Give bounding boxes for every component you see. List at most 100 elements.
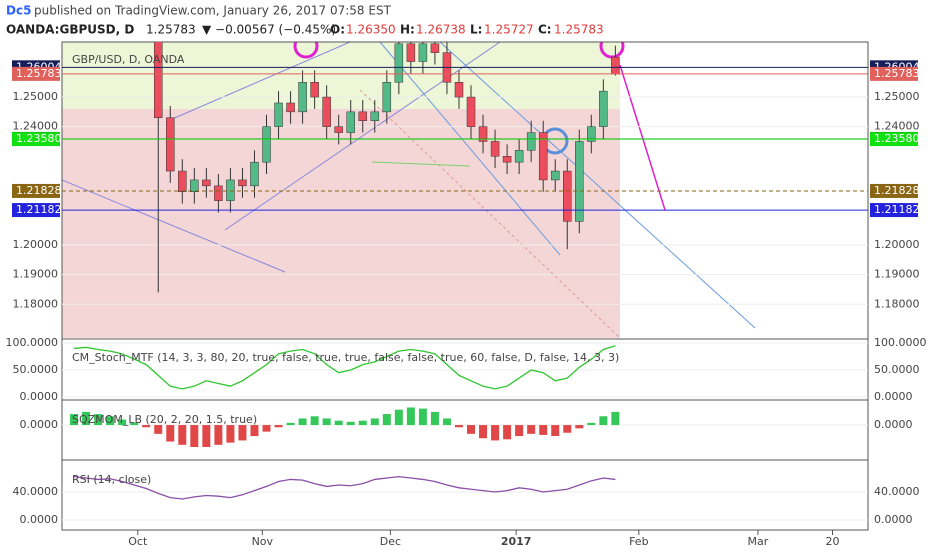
candle-body [478, 126, 488, 142]
histogram-bar [106, 416, 115, 426]
panel [62, 342, 868, 398]
candle-body [358, 111, 367, 121]
panel [62, 475, 868, 521]
y-tick-label: 1.19000 [874, 268, 920, 281]
publisher[interactable]: Dc5 [6, 4, 31, 18]
histogram-bar [178, 425, 187, 445]
level-box [870, 183, 918, 198]
histogram-bar [214, 425, 223, 445]
level-label: 1.21182 [874, 203, 920, 216]
candle-body [550, 170, 560, 181]
histogram-bar [118, 419, 127, 426]
level-label: 1.21182 [16, 203, 62, 216]
candle-body [238, 179, 247, 187]
histogram-bar [70, 414, 79, 426]
trendline [62, 179, 286, 273]
candle-body [538, 132, 548, 181]
series-line [73, 475, 616, 500]
y-tick-label: 50.0000 [13, 363, 59, 376]
histogram-bar [94, 414, 103, 426]
panel-title: SQZMOM_LB (20, 2, 20, 1.5, true) [72, 413, 257, 426]
histogram-bar [346, 421, 355, 426]
histogram-bar [503, 425, 512, 440]
y-tick-label: 1.19000 [13, 268, 59, 281]
level-box [870, 66, 918, 81]
candle-body [370, 111, 380, 121]
candle-body [599, 90, 608, 127]
candle-body [514, 150, 524, 163]
histogram-bar [418, 408, 427, 426]
histogram-bar [430, 411, 439, 426]
y-tick-label: 1.25000 [13, 90, 59, 103]
histogram-bar [551, 425, 560, 437]
last: 1.25783 [146, 23, 196, 37]
candle-body [430, 43, 440, 53]
level-box [12, 183, 60, 198]
histogram-bar [190, 425, 199, 448]
candle-body [166, 117, 175, 172]
y-tick-label: 1.18000 [13, 297, 59, 310]
histogram-bar [479, 425, 488, 439]
candle-body [346, 111, 355, 133]
x-tick-label: Dec [380, 535, 401, 548]
histogram-bar [575, 425, 584, 429]
level-label: 1.23580 [16, 132, 62, 145]
candle-body [490, 141, 500, 157]
histogram-bar [250, 425, 259, 437]
candle-body [214, 185, 223, 201]
projection [619, 64, 666, 211]
y-tick-label: 0.0000 [20, 390, 59, 403]
histogram-bar [154, 425, 163, 434]
histogram-bar [515, 425, 524, 437]
level-box [12, 66, 60, 81]
histogram-bar [599, 416, 608, 426]
level-label: 1.25783 [16, 67, 62, 80]
candle-body [454, 82, 464, 98]
histogram-bar [563, 425, 572, 433]
histogram-bar [358, 420, 367, 426]
x-tick-label: Oct [128, 535, 148, 548]
histogram-bar [454, 425, 463, 428]
y-tick-label: 0.0000 [20, 418, 59, 431]
level-label: 1.23580 [874, 132, 920, 145]
candle-body [274, 102, 283, 127]
candle-body [394, 43, 404, 83]
level-label: 1.25783 [874, 67, 920, 80]
histogram-bar [202, 425, 211, 448]
frame [61, 41, 869, 531]
histogram-bar [226, 425, 235, 443]
level-box [870, 203, 918, 218]
level-box [12, 203, 60, 218]
marker-circle [293, 42, 319, 59]
histogram-bar [587, 422, 596, 426]
candle-body [262, 126, 271, 163]
x-tick-label: Mar [748, 535, 769, 548]
histogram-bar [130, 422, 139, 426]
h: 1.26738 [416, 23, 466, 37]
candle-body [563, 170, 572, 222]
y-tick-label: 100.0000 [6, 336, 59, 349]
y-tick-label: 1.24000 [13, 120, 59, 133]
x-tick-label: 2017 [501, 535, 532, 548]
panel-title: CM_Stoch_MTF (14, 3, 3, 80, 20, true, fa… [72, 351, 619, 364]
histogram-bar [370, 418, 379, 426]
histogram-bar [142, 425, 151, 428]
candle-body [190, 179, 199, 193]
y-tick-label: 1.25000 [874, 90, 920, 103]
histogram-bar [406, 407, 415, 426]
histogram-bar [442, 418, 451, 426]
histogram-bar [491, 425, 500, 441]
candle-body [418, 43, 428, 62]
candle-body [286, 102, 295, 113]
candle-body [502, 156, 512, 163]
panel-title: GBP/USD, D, OANDA [72, 53, 185, 66]
candle-body [526, 132, 536, 151]
candle-body [250, 161, 259, 187]
panel [62, 407, 868, 448]
candle-body [153, 42, 163, 119]
histogram-bar [611, 411, 620, 426]
histogram-bar [527, 425, 536, 434]
panel-title: RSI (14, close) [72, 473, 151, 486]
y-tick-label: 40.0000 [874, 485, 920, 498]
